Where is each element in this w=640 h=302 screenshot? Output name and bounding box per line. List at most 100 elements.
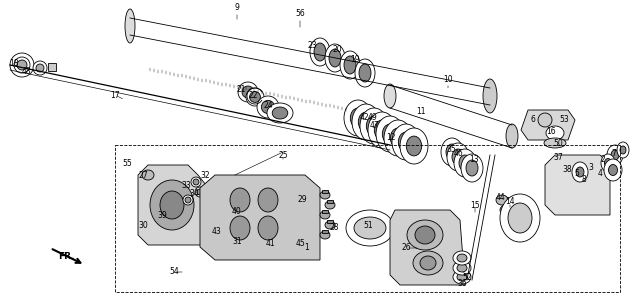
- Ellipse shape: [314, 43, 326, 61]
- Ellipse shape: [607, 145, 623, 165]
- Text: 1: 1: [305, 243, 309, 252]
- Ellipse shape: [267, 103, 293, 123]
- Ellipse shape: [441, 138, 463, 166]
- Polygon shape: [390, 210, 465, 285]
- Ellipse shape: [447, 143, 469, 171]
- Text: 9: 9: [235, 4, 239, 12]
- Text: 43: 43: [211, 227, 221, 236]
- Text: 11: 11: [416, 108, 426, 117]
- Ellipse shape: [454, 149, 476, 177]
- Ellipse shape: [183, 195, 193, 205]
- Text: 55: 55: [122, 159, 132, 168]
- Text: 54: 54: [169, 268, 179, 277]
- Text: 19: 19: [350, 56, 360, 65]
- Bar: [327, 200, 333, 203]
- Ellipse shape: [36, 64, 44, 72]
- Text: 12: 12: [387, 133, 396, 143]
- Ellipse shape: [360, 108, 388, 144]
- Text: 18: 18: [9, 59, 19, 68]
- Ellipse shape: [500, 194, 540, 242]
- Text: 40: 40: [232, 207, 242, 217]
- Text: 42: 42: [359, 114, 369, 123]
- Ellipse shape: [572, 162, 588, 182]
- Ellipse shape: [10, 53, 34, 77]
- Ellipse shape: [609, 165, 618, 175]
- Ellipse shape: [620, 146, 626, 154]
- Text: 45: 45: [296, 239, 306, 248]
- Text: 44: 44: [495, 194, 505, 203]
- Text: 24: 24: [263, 101, 273, 110]
- Ellipse shape: [320, 231, 330, 239]
- Text: 4: 4: [598, 169, 602, 178]
- Ellipse shape: [453, 261, 471, 275]
- Ellipse shape: [384, 84, 396, 108]
- Ellipse shape: [14, 57, 30, 73]
- Ellipse shape: [605, 159, 611, 168]
- Text: 14: 14: [505, 198, 515, 207]
- Text: 49: 49: [368, 114, 378, 123]
- Text: 10: 10: [443, 76, 453, 85]
- Ellipse shape: [160, 191, 184, 219]
- Bar: [322, 210, 328, 213]
- Text: 15: 15: [470, 201, 480, 210]
- Ellipse shape: [191, 177, 201, 187]
- Polygon shape: [138, 165, 210, 245]
- Ellipse shape: [506, 124, 518, 148]
- Text: 47: 47: [369, 120, 379, 130]
- Ellipse shape: [352, 104, 380, 140]
- Ellipse shape: [230, 188, 250, 212]
- Ellipse shape: [483, 79, 497, 113]
- Ellipse shape: [354, 217, 386, 239]
- Text: 53: 53: [559, 115, 569, 124]
- Ellipse shape: [325, 44, 345, 72]
- Ellipse shape: [346, 210, 394, 246]
- Text: 21: 21: [236, 85, 246, 94]
- Ellipse shape: [374, 120, 390, 140]
- Ellipse shape: [384, 120, 412, 156]
- Text: 56: 56: [295, 9, 305, 18]
- Polygon shape: [200, 175, 320, 260]
- Ellipse shape: [611, 150, 619, 160]
- Text: 20: 20: [332, 46, 342, 54]
- Ellipse shape: [544, 138, 566, 148]
- Ellipse shape: [601, 154, 615, 172]
- Ellipse shape: [457, 254, 467, 262]
- Ellipse shape: [457, 273, 467, 281]
- Ellipse shape: [604, 159, 622, 181]
- Text: 2: 2: [600, 156, 605, 165]
- Ellipse shape: [238, 82, 258, 102]
- Text: 25: 25: [278, 150, 288, 159]
- Ellipse shape: [17, 60, 27, 70]
- Text: 23: 23: [307, 41, 317, 50]
- Ellipse shape: [368, 112, 396, 148]
- Ellipse shape: [400, 128, 428, 164]
- Text: 41: 41: [265, 239, 275, 248]
- Text: 3: 3: [589, 162, 593, 172]
- Ellipse shape: [496, 195, 508, 205]
- Bar: [115, 145, 620, 292]
- Text: 7: 7: [612, 149, 616, 158]
- Ellipse shape: [350, 108, 365, 128]
- Ellipse shape: [366, 116, 381, 136]
- Ellipse shape: [453, 251, 471, 265]
- Ellipse shape: [258, 216, 278, 240]
- Text: 32: 32: [200, 171, 210, 179]
- Ellipse shape: [246, 88, 264, 106]
- Ellipse shape: [355, 59, 375, 87]
- Ellipse shape: [358, 112, 374, 132]
- Ellipse shape: [272, 107, 288, 119]
- Ellipse shape: [185, 197, 191, 203]
- Ellipse shape: [461, 154, 483, 182]
- Ellipse shape: [413, 251, 443, 275]
- Ellipse shape: [457, 264, 467, 272]
- Ellipse shape: [261, 100, 275, 114]
- Ellipse shape: [344, 100, 372, 136]
- Ellipse shape: [406, 136, 422, 156]
- Text: 34: 34: [189, 188, 199, 198]
- Ellipse shape: [325, 201, 335, 209]
- Ellipse shape: [250, 92, 260, 102]
- Ellipse shape: [398, 132, 413, 152]
- Ellipse shape: [420, 256, 436, 270]
- Ellipse shape: [459, 155, 471, 171]
- Text: 13: 13: [469, 156, 479, 165]
